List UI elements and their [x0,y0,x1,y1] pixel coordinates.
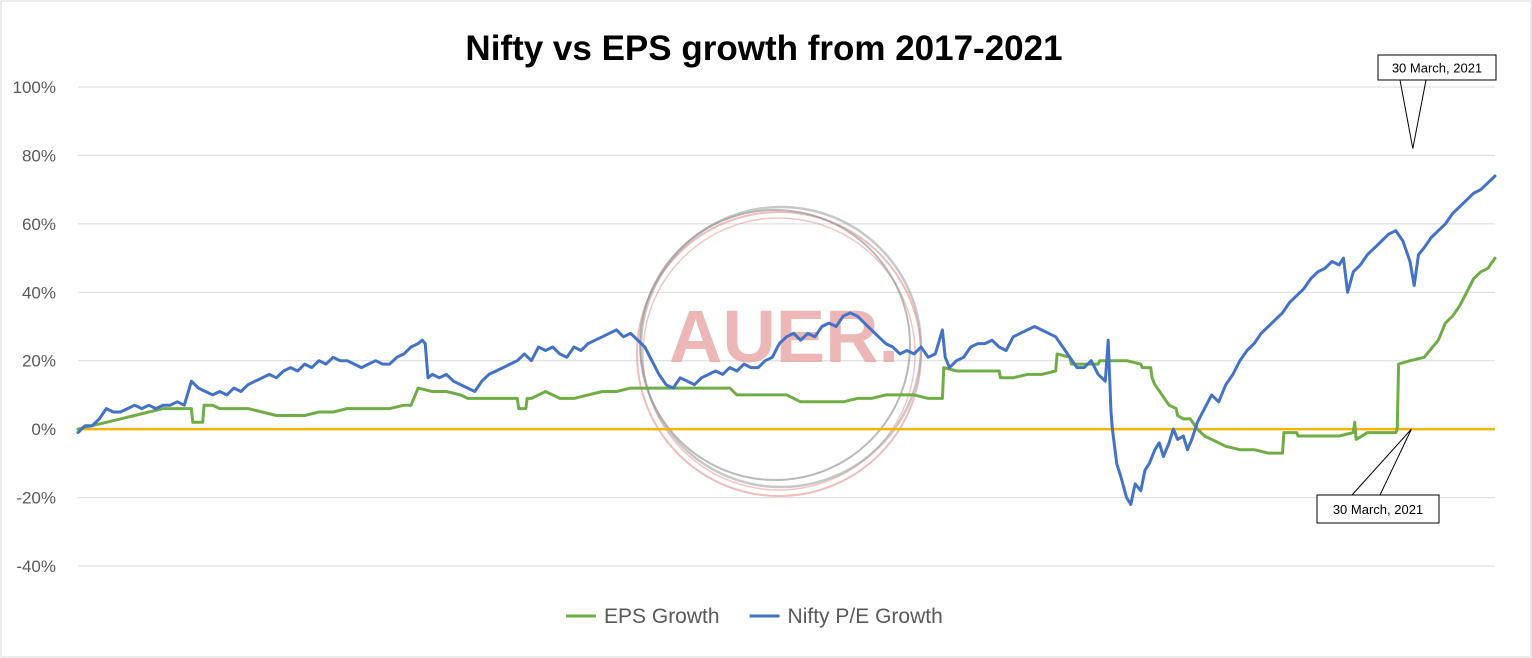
legend-label: Nifty P/E Growth [788,605,943,628]
series-line-nifty-p-e-growth [76,174,1497,506]
annotation-label: 30 March, 2021 [1333,502,1423,517]
series-line-eps-growth [76,256,1497,455]
y-tick-label: -40% [16,557,56,576]
series-layer [76,174,1497,506]
y-tick-label: 40% [22,283,56,302]
annotation-callout: 30 March, 2021 [1316,428,1440,524]
grid-lines [78,86,1495,567]
y-tick-label: 60% [22,215,56,234]
annotation-label: 30 March, 2021 [1392,61,1482,76]
y-tick-label: 100% [13,78,56,97]
y-axis-ticks: 100% 80% 60% 40% 20% 0% -20% -40% [13,78,56,576]
watermark-seal: AUER. [636,205,923,497]
annotation-callout: 30 March, 2021 [1377,54,1497,149]
chart-title: Nifty vs EPS growth from 2017-2021 [465,29,1062,68]
legend-item: Nifty P/E Growth [749,605,943,628]
y-tick-label: 20% [22,352,56,371]
legend-item: EPS Growth [566,605,720,628]
y-tick-label: 80% [22,146,56,165]
y-tick-label: 0% [31,420,56,439]
legend-label: EPS Growth [604,605,720,628]
y-tick-label: -20% [16,489,56,508]
annotations: 30 March, 2021 30 March, 2021 [1316,54,1497,524]
legend: EPS Growth Nifty P/E Growth [566,605,943,628]
watermark-text: AUER. [669,295,899,378]
